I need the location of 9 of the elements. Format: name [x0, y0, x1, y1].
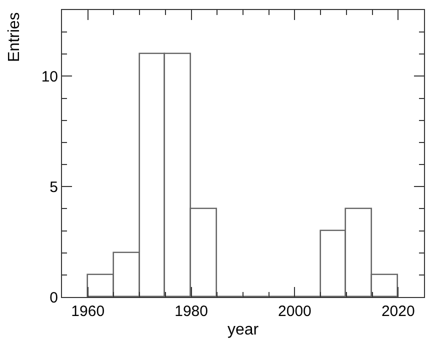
x-tick-label: 2000 [278, 303, 312, 320]
x-tick-label: 2020 [381, 303, 415, 320]
y-tick-label: 0 [50, 289, 58, 306]
x-tick-label: 1960 [71, 303, 105, 320]
y-tick-label: 10 [41, 68, 58, 86]
y-tick-label: 5 [50, 178, 58, 196]
y-axis-title: Entries [6, 12, 23, 62]
x-axis-title: year [227, 322, 260, 339]
x-tick-label: 1980 [174, 303, 208, 320]
